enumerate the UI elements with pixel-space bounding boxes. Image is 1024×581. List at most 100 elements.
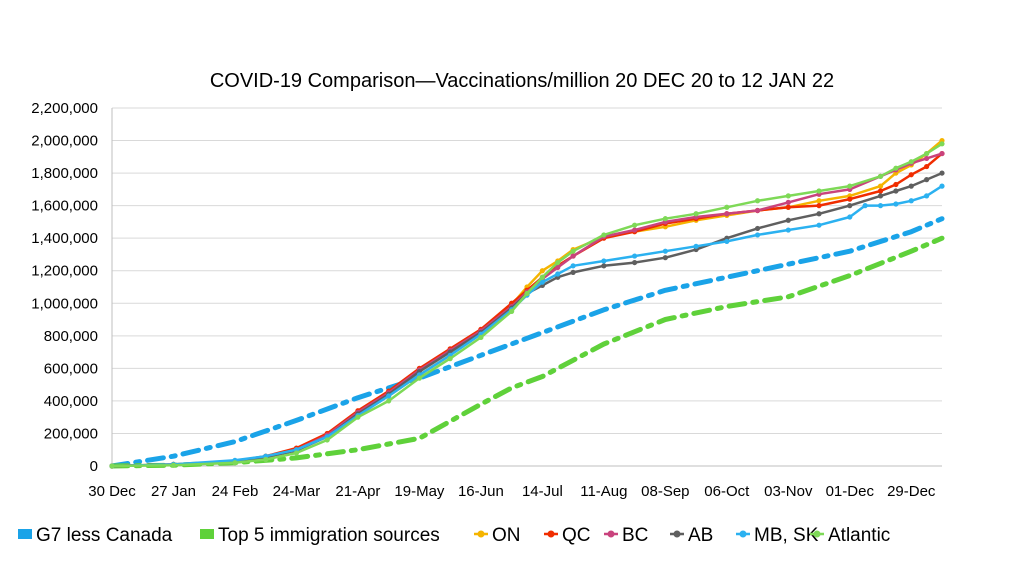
legend-marker xyxy=(547,530,555,538)
x-tick-label: 30 Dec xyxy=(88,483,136,500)
legend-label: QC xyxy=(562,525,591,546)
legend-item: G7 less Canada xyxy=(18,525,173,546)
data-point xyxy=(324,437,330,443)
data-point xyxy=(816,188,822,194)
data-point xyxy=(816,198,822,204)
legend-marker xyxy=(739,530,747,538)
data-point xyxy=(662,255,668,261)
data-point xyxy=(924,150,930,157)
data-point xyxy=(478,334,484,341)
x-tick-label: 24 Feb xyxy=(212,483,259,500)
y-tick-label: 2,200,000 xyxy=(31,100,98,117)
data-point xyxy=(754,225,761,232)
data-point xyxy=(893,181,899,188)
data-point xyxy=(631,259,638,266)
y-tick-label: 1,200,000 xyxy=(31,263,98,280)
data-point xyxy=(924,155,930,162)
data-point xyxy=(724,238,730,245)
data-point xyxy=(662,248,668,254)
data-point xyxy=(924,193,930,199)
data-point xyxy=(693,211,699,217)
data-point xyxy=(939,141,945,147)
series-g7-less-canada xyxy=(109,216,945,469)
y-tick-label: 0 xyxy=(90,458,98,475)
data-point xyxy=(631,222,638,228)
data-point xyxy=(908,172,914,178)
legend-item: Top 5 immigration sources xyxy=(200,525,440,546)
data-point xyxy=(570,269,576,275)
data-point xyxy=(877,183,884,189)
data-point xyxy=(785,227,791,233)
data-point xyxy=(862,203,868,209)
legend-swatch xyxy=(18,529,32,539)
data-point xyxy=(908,159,914,165)
series-group xyxy=(109,137,945,469)
x-tick-label: 08-Sep xyxy=(641,483,689,500)
legend-marker xyxy=(607,530,615,538)
y-tick-label: 1,800,000 xyxy=(31,165,98,182)
data-point xyxy=(877,188,884,194)
series-ab xyxy=(109,170,945,469)
data-point xyxy=(416,375,423,381)
data-point xyxy=(924,177,930,183)
data-point xyxy=(539,279,545,285)
data-point xyxy=(232,460,238,466)
legend-swatch xyxy=(200,529,214,539)
x-tick-label: 06-Oct xyxy=(704,483,750,500)
legend: G7 less Canada Top 5 immigration sources O… xyxy=(18,525,890,546)
data-point xyxy=(924,163,930,170)
series-line xyxy=(110,142,944,468)
series-line xyxy=(110,171,944,468)
y-tick-label: 2,000,000 xyxy=(31,133,98,150)
series-atlantic xyxy=(109,141,945,469)
data-point xyxy=(847,196,853,202)
x-tick-label: 21-Apr xyxy=(335,483,380,500)
data-point xyxy=(170,462,177,468)
data-point xyxy=(386,393,392,399)
data-point xyxy=(355,414,361,420)
legend-marker xyxy=(813,530,821,538)
x-tick-label: 19-May xyxy=(394,483,445,500)
x-tick-label: 24-Mar xyxy=(273,483,321,500)
x-tick-label: 29-Dec xyxy=(887,483,936,500)
chart-title: COVID-19 Comparison—Vaccinations/million… xyxy=(210,70,834,92)
legend-item: QC xyxy=(544,525,591,546)
legend-label: G7 less Canada xyxy=(36,525,173,546)
data-point xyxy=(109,463,115,469)
data-point xyxy=(893,165,899,171)
series-mb-sk xyxy=(109,183,945,469)
data-point xyxy=(893,188,899,194)
legend-label: Top 5 immigration sources xyxy=(218,525,440,546)
data-point xyxy=(724,204,730,210)
axes: 0 200,000 400,000 600,000 800,000 1,000,000 1,… xyxy=(31,100,942,500)
data-point xyxy=(939,183,945,189)
series-top-5-immigration-sources xyxy=(109,235,945,469)
x-tick-label: 03-Nov xyxy=(764,483,813,500)
legend-label: MB, SK xyxy=(754,525,819,546)
data-point xyxy=(631,227,638,233)
data-point xyxy=(601,263,607,269)
data-point xyxy=(601,258,607,264)
legend-item: ON xyxy=(474,525,521,546)
data-point xyxy=(570,253,576,259)
data-point xyxy=(785,193,791,199)
y-tick-label: 1,600,000 xyxy=(31,198,98,215)
series-line xyxy=(109,216,945,469)
data-point xyxy=(754,198,761,204)
data-point xyxy=(847,203,853,209)
y-tick-label: 800,000 xyxy=(44,328,98,345)
data-point xyxy=(908,183,914,189)
data-point xyxy=(816,211,822,217)
x-tick-label: 16-Jun xyxy=(458,483,504,500)
series-line xyxy=(109,235,945,469)
legend-label: AB xyxy=(688,525,713,546)
data-point xyxy=(939,150,945,157)
data-point xyxy=(555,271,561,277)
legend-item: Atlantic xyxy=(810,525,890,546)
y-tick-label: 200,000 xyxy=(44,425,98,442)
legend-marker xyxy=(673,530,681,538)
data-point xyxy=(754,232,761,238)
y-tick-label: 600,000 xyxy=(44,360,98,377)
